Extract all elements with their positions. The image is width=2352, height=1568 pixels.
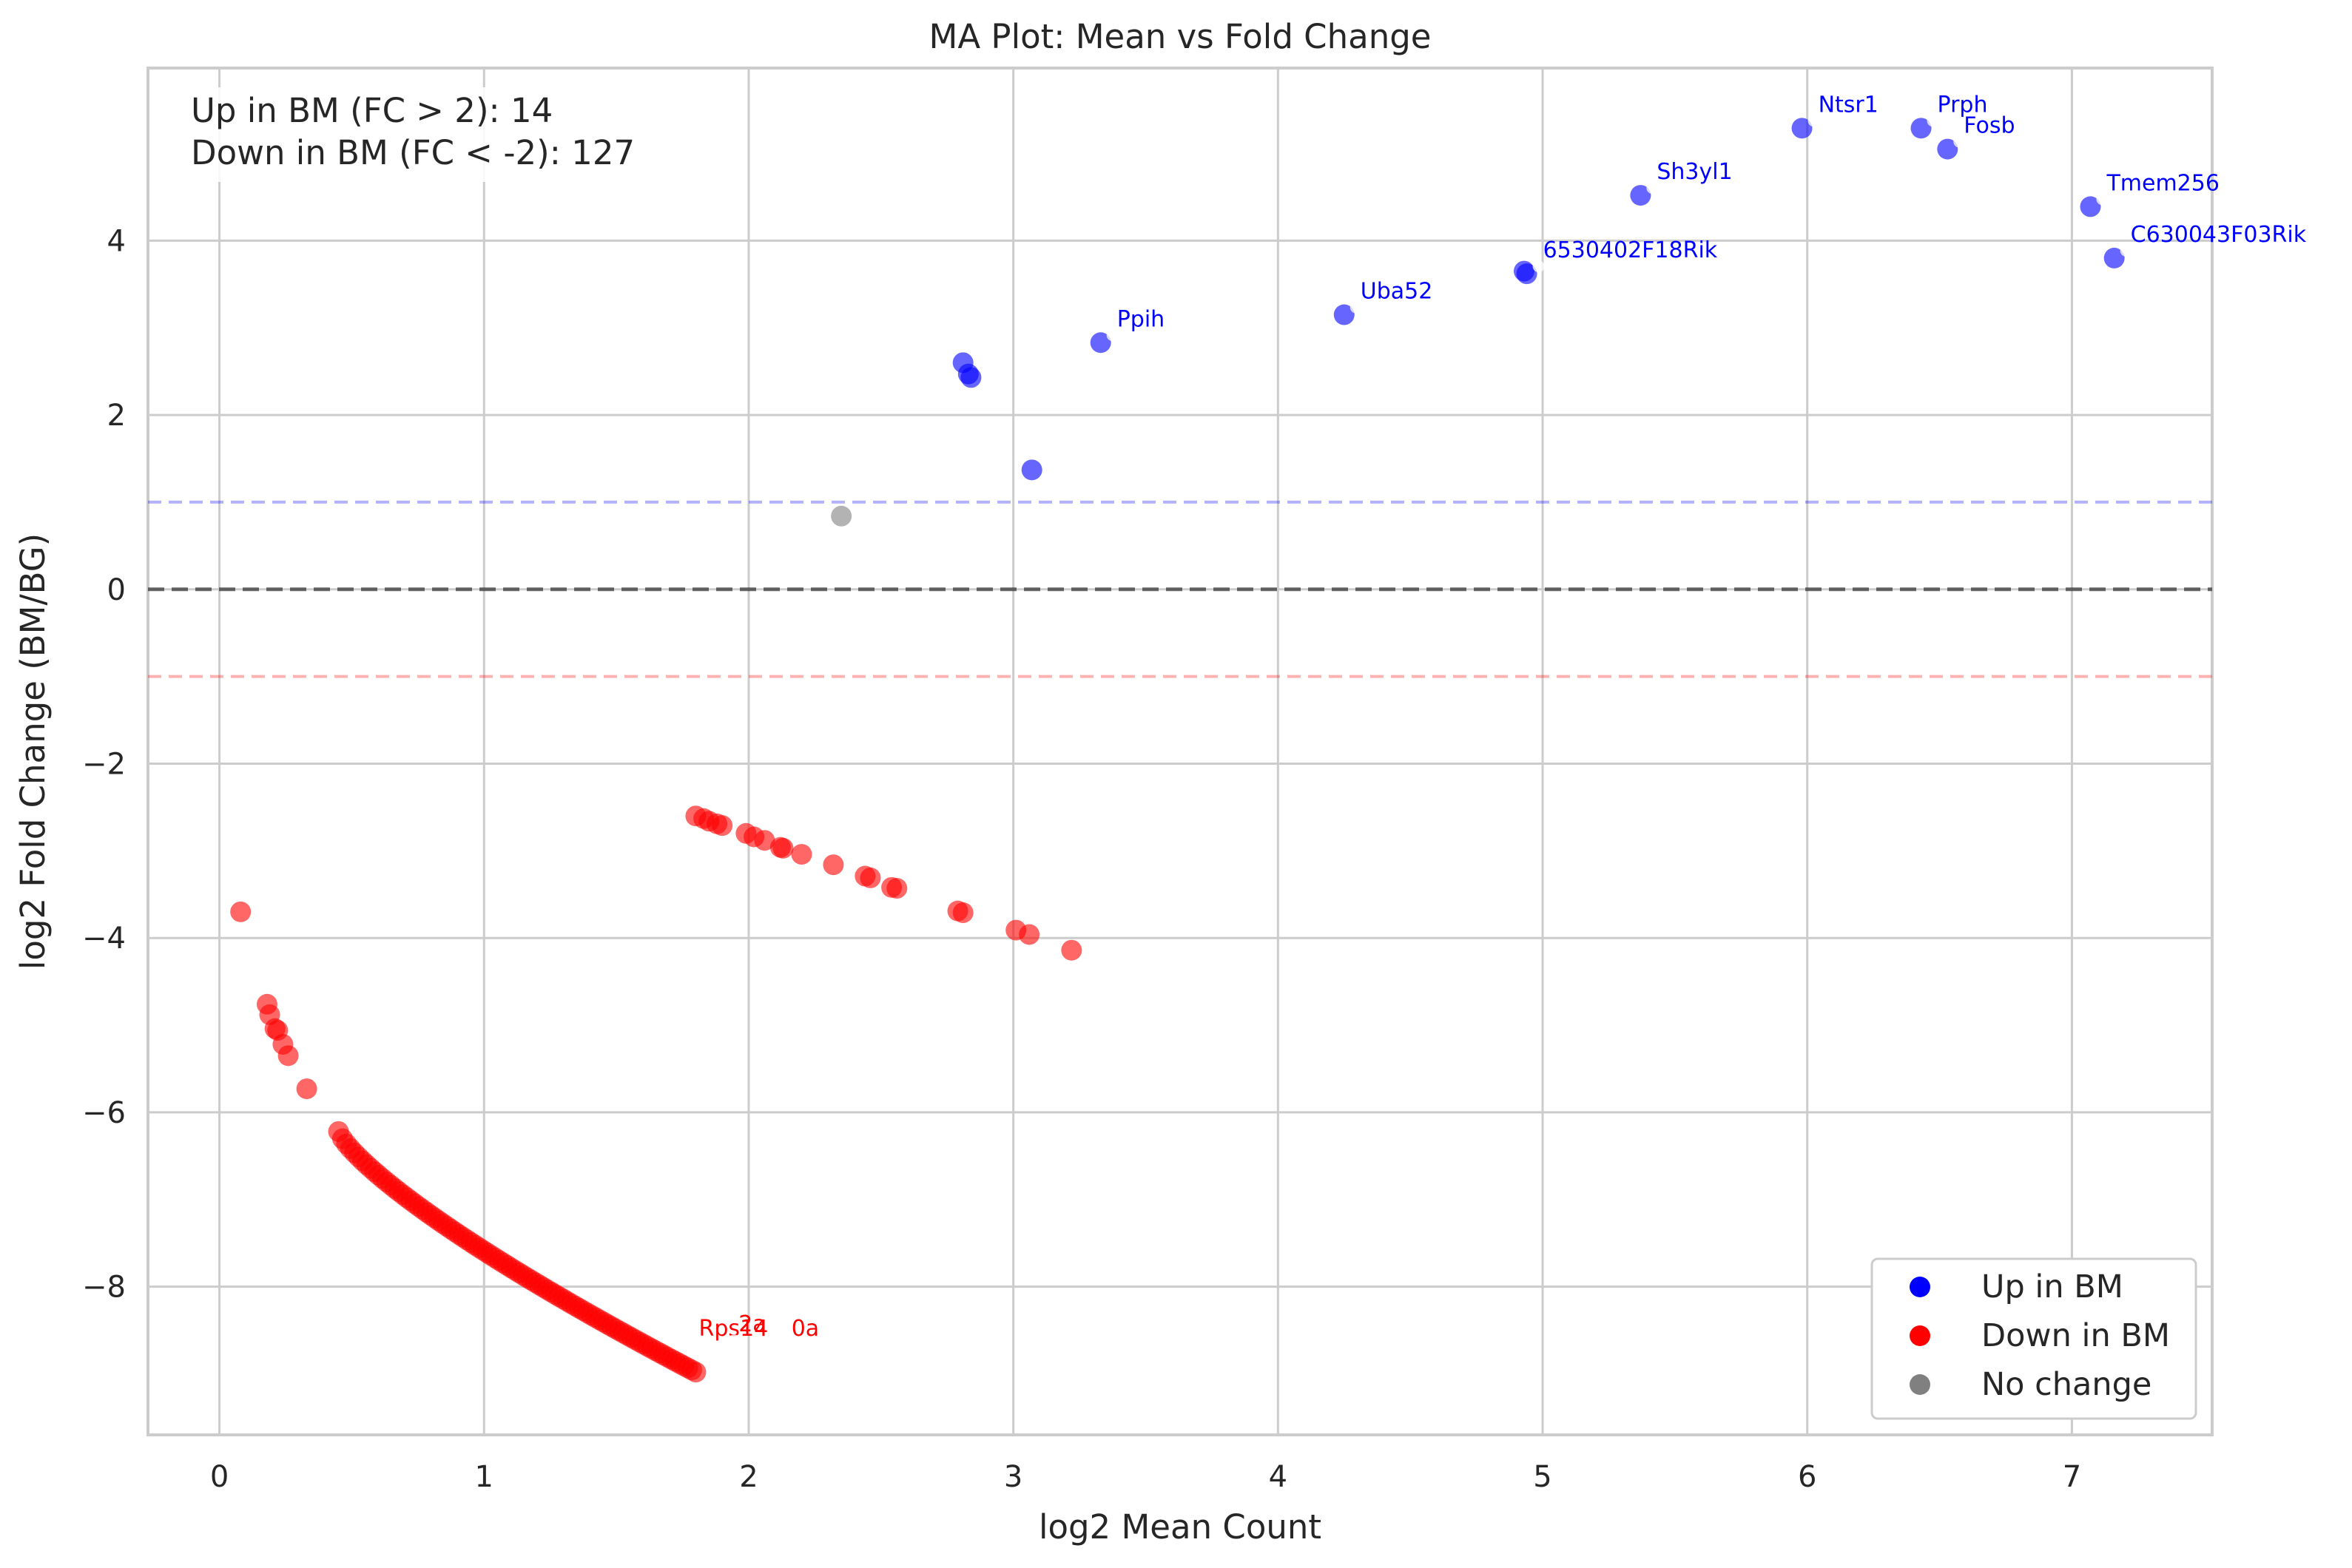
x-tick-label: 7: [2063, 1460, 2081, 1494]
summary-box: Up in BM (FC > 2): 14 Down in BM (FC < -…: [174, 87, 692, 182]
annotation-marker: [688, 1339, 701, 1351]
data-point: [1791, 118, 1813, 139]
data-point: [1516, 263, 1537, 285]
data-point: [1333, 304, 1355, 325]
annotation-marker: [1953, 135, 1966, 148]
x-tick-label: 1: [475, 1460, 493, 1494]
data-point: [1937, 138, 1958, 160]
x-tick-label: 6: [1798, 1460, 1816, 1494]
data-point: [1019, 924, 1040, 945]
y-tick-label: 4: [107, 224, 126, 258]
gene-label: Ppih: [1117, 306, 1165, 332]
data-point: [2080, 196, 2101, 217]
legend-marker-up: [1910, 1277, 1930, 1297]
y-tick-label: −6: [82, 1096, 126, 1130]
annotation-marker: [1646, 182, 1659, 195]
gene-label: Prph: [1938, 92, 1988, 118]
annotation-marker: [1807, 115, 1820, 127]
legend-label-down: Down in BM: [1981, 1317, 2170, 1354]
data-point: [296, 1078, 317, 1100]
y-tick-label: 2: [107, 399, 126, 433]
series-up-in-bm: [952, 118, 2125, 481]
data-point: [712, 815, 733, 837]
series-down-in-bm: [230, 805, 1082, 1383]
annotation-marker: [781, 1339, 793, 1351]
annotation-marker: [1532, 260, 1545, 273]
data-point: [860, 867, 881, 888]
annotation-marker: [2120, 244, 2132, 257]
summary-down-count: Down in BM (FC < -2): 127: [191, 133, 635, 172]
annotation-marker: [2096, 193, 2109, 206]
data-point: [886, 878, 908, 899]
y-tick-label: −4: [82, 922, 126, 956]
data-point: [791, 844, 812, 865]
chart-title: MA Plot: Mean vs Fold Change: [929, 17, 1432, 56]
gene-label: Tmem256: [2106, 170, 2220, 196]
legend-marker-down: [1910, 1325, 1930, 1346]
x-tick-label: 0: [210, 1460, 229, 1494]
series-no-change: [831, 505, 852, 527]
data-point: [2103, 247, 2125, 268]
data-point: [831, 505, 852, 527]
annotation-marker: [1349, 301, 1362, 314]
gene-label: C630043F03Rik: [2131, 222, 2307, 248]
gene-label: Fosb: [1964, 113, 2015, 139]
plot-area: [146, 67, 2214, 1436]
gene-label: 0a: [792, 1316, 819, 1342]
data-point: [960, 367, 982, 388]
y-axis-label: log2 Fold Change (BM/BG): [13, 533, 53, 970]
gene-label: Ntsr1: [1819, 92, 1878, 118]
legend-marker-nochange: [1910, 1374, 1930, 1395]
data-point: [772, 837, 794, 859]
data-point: [230, 901, 252, 922]
annotation-marker: [1106, 329, 1119, 342]
y-tick-label: −8: [82, 1271, 126, 1305]
annotation-marker: [728, 1334, 741, 1347]
data-point: [823, 854, 844, 876]
gene-label: 6530402F18Rik: [1543, 237, 1718, 263]
x-tick-label: 4: [1269, 1460, 1287, 1494]
data-point: [277, 1045, 299, 1067]
data-point: [1021, 459, 1042, 481]
gene-annotations: Ppih Uba52 6530402F18Rik Sh3yl1 Ntsr1 PrphFos…: [688, 92, 2307, 1351]
y-tick-label: −2: [82, 748, 126, 782]
legend: Up in BM Down in BM No change: [1870, 1257, 2197, 1420]
annotation-marker: [1927, 115, 1939, 127]
data-point: [1090, 332, 1111, 354]
data-point: [1630, 185, 1651, 206]
summary-up-count: Up in BM (FC > 2): 14: [191, 91, 553, 130]
x-tick-label: 5: [1533, 1460, 1551, 1494]
reference-lines: [148, 500, 2212, 678]
data-point: [1910, 118, 1932, 139]
data-points: [230, 118, 2125, 1383]
x-tick-label: 3: [1004, 1460, 1022, 1494]
x-axis-label: log2 Mean Count: [1039, 1507, 1321, 1547]
summary-background: [174, 87, 692, 182]
data-point: [1061, 939, 1082, 961]
tick-labels: 0 1 2 3 4 5 6 7 −8 −6 −4 −2 0 2 4: [82, 224, 2081, 1494]
data-point: [685, 1362, 707, 1383]
legend-frame: [1870, 1257, 2197, 1420]
gene-label: Sh3yl1: [1657, 159, 1732, 185]
data-point: [754, 830, 775, 851]
data-point: [952, 902, 974, 924]
y-tick-label: 0: [107, 573, 126, 607]
gene-label: Uba52: [1361, 279, 1433, 305]
x-tick-label: 2: [739, 1460, 758, 1494]
gene-label: 2a: [738, 1311, 766, 1337]
legend-label-up: Up in BM: [1981, 1268, 2123, 1305]
legend-label-nochange: No change: [1981, 1366, 2151, 1403]
